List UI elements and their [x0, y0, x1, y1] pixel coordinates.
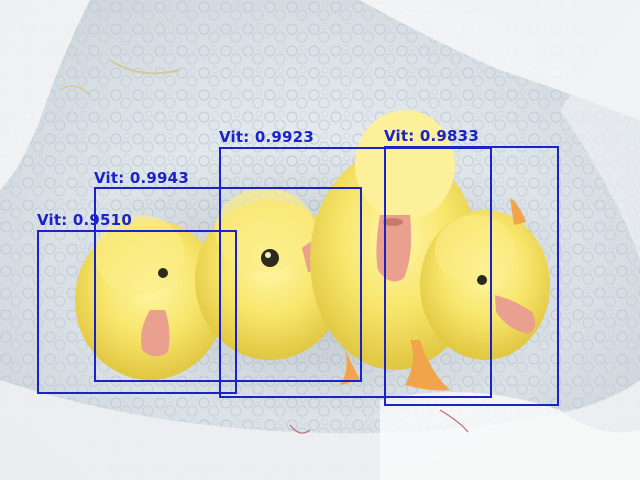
detection-label-1: Vit: 0.9510 — [37, 211, 132, 229]
detection-box-1 — [37, 230, 237, 394]
detection-box-4 — [384, 146, 559, 406]
detection-label-2: Vit: 0.9943 — [94, 169, 189, 187]
detection-label-3: Vit: 0.9923 — [219, 128, 314, 146]
detection-box-3 — [219, 147, 492, 398]
detection-label-4: Vit: 0.9833 — [384, 127, 479, 145]
detection-box-2 — [94, 187, 362, 382]
